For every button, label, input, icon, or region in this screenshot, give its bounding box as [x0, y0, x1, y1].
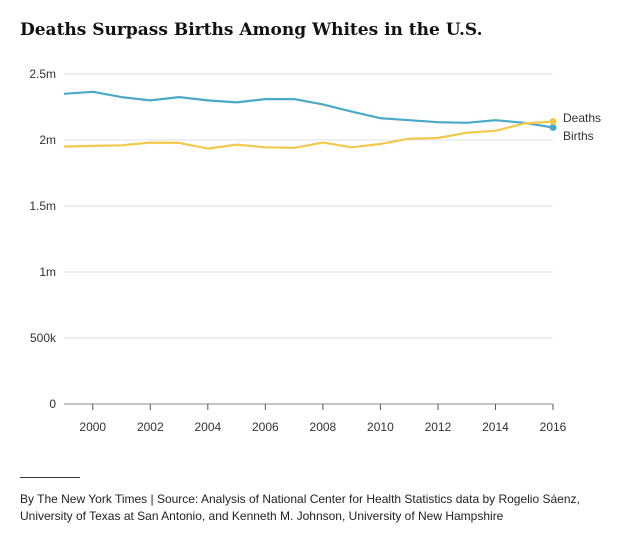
gridlines	[64, 73, 553, 405]
x-tick-label: 2012	[425, 420, 452, 434]
legend-label-births: Births	[563, 129, 594, 143]
y-axis-ticks: 0 500k 1m 1.5m 2m 2.5m	[29, 67, 57, 411]
legend: Deaths Births	[563, 111, 601, 143]
legend-label-deaths: Deaths	[563, 111, 601, 125]
x-tick-label: 2006	[252, 420, 279, 434]
y-tick-label: 500k	[30, 331, 57, 345]
x-tick-label: 2002	[137, 420, 164, 434]
y-tick-label: 2m	[39, 133, 56, 147]
series-line-deaths	[63, 120, 554, 150]
x-tick-label: 2010	[367, 420, 394, 434]
x-tick-label: 2004	[194, 420, 221, 434]
footer-rule	[20, 477, 80, 478]
x-axis-ticks: 2000 2002 2004 2006 2008 2010 2012 2014 2016	[79, 404, 567, 434]
series-endpoint-deaths	[549, 118, 557, 126]
y-tick-label: 2.5m	[29, 67, 56, 81]
series-lines	[63, 90, 557, 150]
series-endpoint-births	[549, 123, 557, 131]
x-tick-label: 2014	[482, 420, 509, 434]
y-tick-label: 1m	[39, 265, 56, 279]
series-line-births	[63, 90, 554, 129]
source-note: By The New York Times | Source: Analysis…	[20, 492, 580, 523]
x-tick-label: 2000	[79, 420, 106, 434]
x-tick-label: 2016	[540, 420, 567, 434]
chart-title: Deaths Surpass Births Among Whites in th…	[20, 20, 483, 40]
y-tick-label: 0	[49, 397, 56, 411]
y-tick-label: 1.5m	[29, 199, 56, 213]
x-tick-label: 2008	[310, 420, 337, 434]
